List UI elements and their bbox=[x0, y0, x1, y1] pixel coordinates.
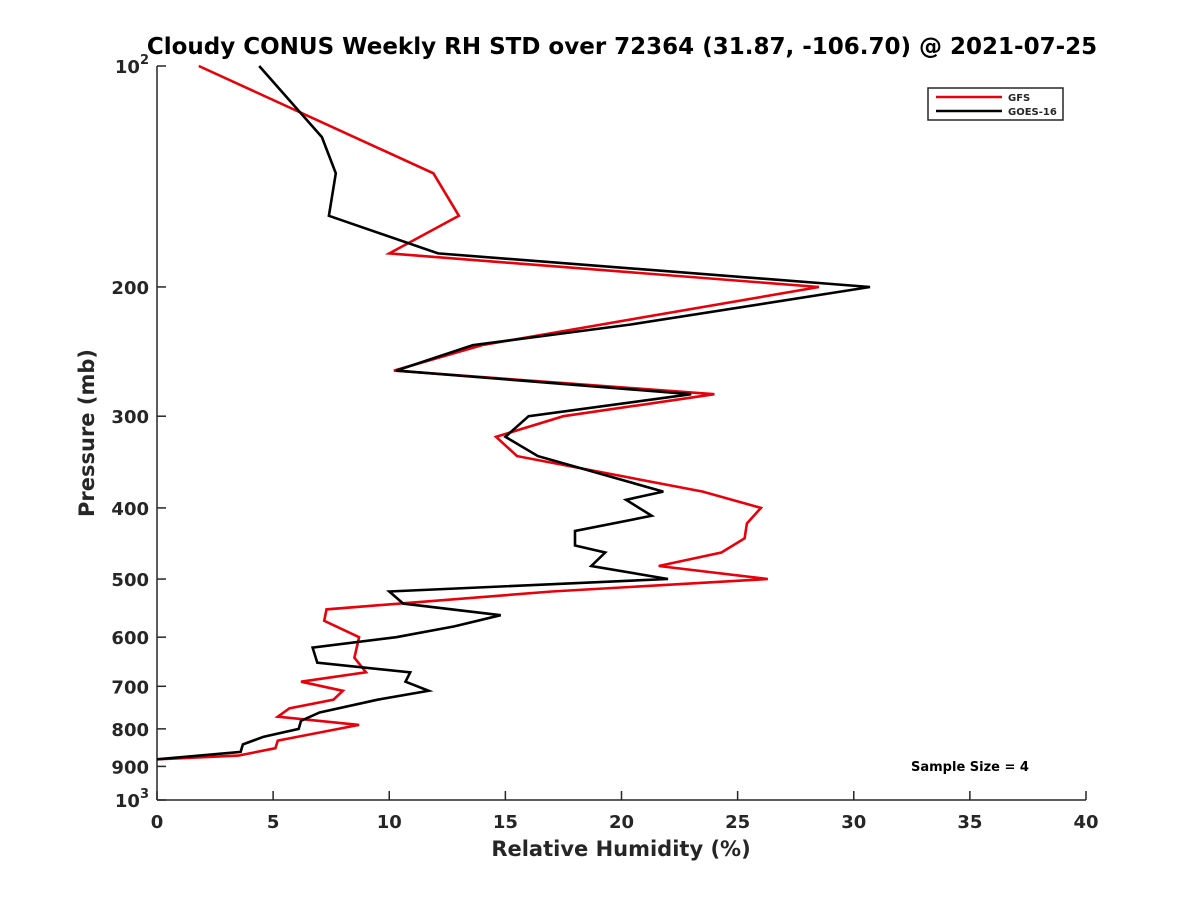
x-axis-ticks: 0 5 10 15 20 25 30 35 40 bbox=[151, 791, 1099, 833]
y-tick-label: 500 bbox=[111, 570, 149, 591]
y-tick-label: 102 bbox=[115, 53, 149, 78]
y-tick-label: 800 bbox=[111, 720, 149, 741]
y-tick-base: 200 bbox=[111, 278, 149, 299]
y-tick-label: 200 bbox=[111, 278, 149, 299]
y-tick-base: 800 bbox=[111, 720, 149, 741]
y-tick-label: 400 bbox=[111, 499, 149, 520]
x-tick-label: 0 bbox=[151, 812, 164, 833]
series-layer bbox=[156, 64, 871, 761]
x-axis-label: Relative Humidity (%) bbox=[491, 837, 750, 861]
x-tick-label: 25 bbox=[725, 812, 750, 833]
y-tick-label: 900 bbox=[111, 757, 149, 778]
series-line-gfs bbox=[156, 64, 820, 761]
y-tick-label: 700 bbox=[111, 677, 149, 698]
x-tick-label: 10 bbox=[377, 812, 402, 833]
y-tick-label: 600 bbox=[111, 628, 149, 649]
y-tick-base: 10 bbox=[115, 57, 140, 78]
y-tick-exponent: 3 bbox=[140, 787, 149, 802]
plot-frame bbox=[157, 66, 1086, 800]
y-tick-base: 300 bbox=[111, 407, 149, 428]
x-tick-label: 5 bbox=[267, 812, 280, 833]
y-tick-label: 103 bbox=[115, 787, 149, 812]
y-tick-base: 500 bbox=[111, 570, 149, 591]
chart-title: Cloudy CONUS Weekly RH STD over 72364 (3… bbox=[147, 34, 1097, 60]
x-tick-label: 20 bbox=[609, 812, 634, 833]
y-tick-base: 600 bbox=[111, 628, 149, 649]
y-tick-base: 10 bbox=[115, 791, 140, 812]
legend-items: GFS GOES-16 bbox=[936, 93, 1057, 118]
legend-label: GFS bbox=[1008, 93, 1030, 104]
y-axis-label: Pressure (mb) bbox=[75, 349, 99, 517]
y-tick-label: 300 bbox=[111, 407, 149, 428]
y-tick-base: 900 bbox=[111, 757, 149, 778]
series-line-goes-16 bbox=[156, 65, 871, 761]
x-tick-label: 40 bbox=[1073, 812, 1098, 833]
legend: GFS GOES-16 bbox=[927, 87, 1064, 121]
x-tick-label: 30 bbox=[841, 812, 866, 833]
y-tick-base: 700 bbox=[111, 677, 149, 698]
y-tick-base: 400 bbox=[111, 499, 149, 520]
x-tick-label: 15 bbox=[493, 812, 518, 833]
x-tick-label: 35 bbox=[957, 812, 982, 833]
sample-size-annotation: Sample Size = 4 bbox=[911, 760, 1029, 775]
legend-box bbox=[927, 87, 1064, 121]
legend-label: GOES-16 bbox=[1008, 107, 1057, 118]
y-tick-exponent: 2 bbox=[140, 53, 149, 68]
